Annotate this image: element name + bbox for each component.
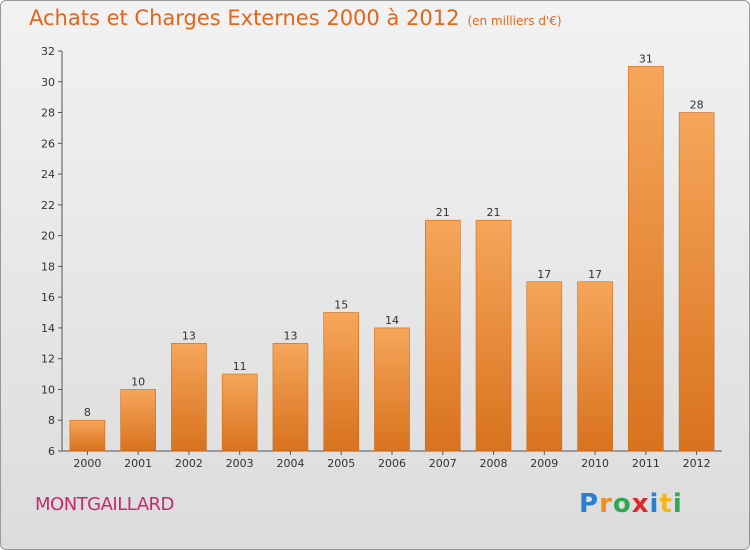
data-label: 28 xyxy=(690,99,704,112)
bar-2002 xyxy=(171,343,207,452)
logo-letter: r xyxy=(599,489,613,519)
chart-subtitle: (en milliers d'€) xyxy=(467,14,562,28)
x-tick-label: 2005 xyxy=(327,457,355,470)
data-label: 10 xyxy=(131,375,145,388)
data-label: 8 xyxy=(84,406,91,419)
commune-name: MONTGAILLARD xyxy=(35,494,174,515)
bar-2007 xyxy=(424,219,461,452)
chart-title: Achats et Charges Externes 2000 à 2012 (e… xyxy=(29,6,562,30)
data-label: 11 xyxy=(233,360,247,373)
x-tick-label: 2001 xyxy=(124,457,152,470)
x-tick-label: 2000 xyxy=(73,457,101,470)
y-tick-label: 12 xyxy=(41,353,55,366)
bar-2004 xyxy=(272,343,309,452)
y-tick-label: 6 xyxy=(48,445,55,458)
x-tick-label: 2008 xyxy=(480,457,508,470)
y-tick-label: 26 xyxy=(41,137,55,150)
x-tick-label: 2011 xyxy=(632,457,660,470)
bar-2008 xyxy=(475,219,512,452)
bar-2003 xyxy=(221,373,258,452)
chart-title-text: Achats et Charges Externes 2000 à 2012 xyxy=(29,6,460,30)
x-tick-label: 2003 xyxy=(226,457,254,470)
x-tick-label: 2007 xyxy=(429,457,457,470)
bar-2010 xyxy=(577,281,613,452)
logo-letter: x xyxy=(631,489,650,519)
bar-2000 xyxy=(69,419,106,452)
data-label: 31 xyxy=(639,52,653,65)
bar-2006 xyxy=(374,327,410,452)
data-label: 21 xyxy=(487,206,501,219)
data-label: 13 xyxy=(283,329,297,342)
proxiti-logo: Proxiti xyxy=(579,489,683,519)
chart-bars xyxy=(69,66,715,452)
x-tick-label: 2006 xyxy=(378,457,406,470)
logo-letter: t xyxy=(659,489,673,519)
data-label: 17 xyxy=(537,268,551,281)
x-tick-label: 2010 xyxy=(581,457,609,470)
data-label: 13 xyxy=(182,329,196,342)
data-label: 15 xyxy=(334,299,348,312)
y-tick-label: 18 xyxy=(41,260,55,273)
bar-2001 xyxy=(120,389,156,452)
bar-2012 xyxy=(678,112,715,452)
logo-letter: i xyxy=(649,489,660,519)
bar-2011 xyxy=(628,66,664,452)
x-tick-label: 2002 xyxy=(175,457,203,470)
x-tick-label: 2012 xyxy=(683,457,711,470)
y-tick-label: 14 xyxy=(41,322,55,335)
y-tick-label: 24 xyxy=(41,168,55,181)
bar-2009 xyxy=(526,281,563,452)
y-tick-label: 20 xyxy=(41,230,55,243)
y-tick-label: 8 xyxy=(48,414,55,427)
x-tick-label: 2004 xyxy=(276,457,304,470)
y-tick-label: 22 xyxy=(41,199,55,212)
data-label: 14 xyxy=(385,314,399,327)
y-tick-label: 10 xyxy=(41,383,55,396)
y-tick-label: 30 xyxy=(41,76,55,89)
data-label: 21 xyxy=(436,206,450,219)
bar-2005 xyxy=(323,312,360,452)
chart-labels: 2000 8 2001 10 2002 13 2003 11 2004 13 2005 15 2006 1… xyxy=(73,52,710,470)
y-tick-label: 32 xyxy=(41,45,55,58)
logo-letter: o xyxy=(612,489,632,519)
y-tick-label: 16 xyxy=(41,291,55,304)
x-tick-label: 2009 xyxy=(530,457,558,470)
y-tick-label: 28 xyxy=(41,107,55,120)
logo-letter: P xyxy=(579,489,600,519)
logo-letter: i xyxy=(672,489,683,519)
data-label: 17 xyxy=(588,268,602,281)
